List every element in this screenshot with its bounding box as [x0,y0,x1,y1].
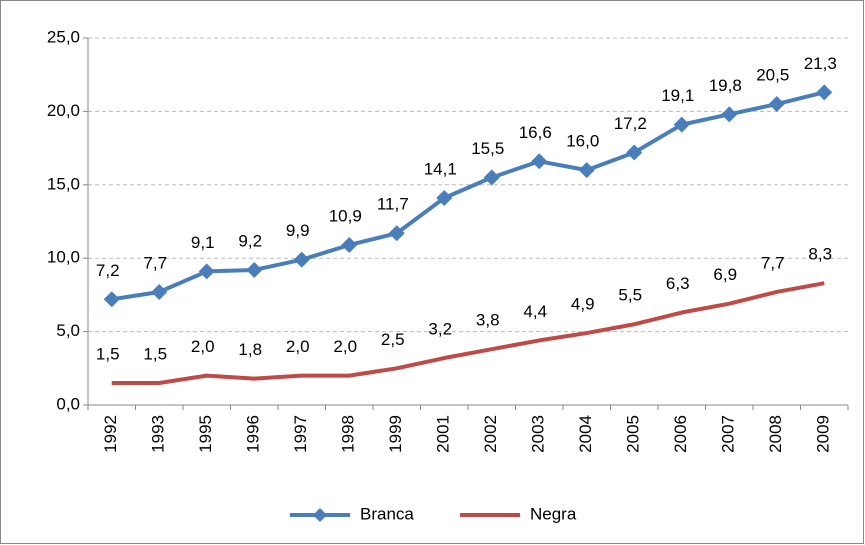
marker [673,116,690,133]
data-label: 2,0 [286,337,310,356]
data-label: 3,8 [476,311,500,330]
marker [531,153,548,170]
data-label: 4,9 [571,295,595,314]
marker [578,162,595,179]
data-label: 21,3 [804,54,837,73]
data-label: 1,5 [96,344,120,363]
x-tick-label: 1999 [386,415,405,453]
data-label: 1,5 [143,344,167,363]
data-label: 1,8 [238,340,262,359]
x-tick-label: 2009 [814,415,833,453]
x-tick-label: 2002 [481,415,500,453]
x-tick-label: 2005 [624,415,643,453]
x-tick-label: 2008 [766,415,785,453]
data-label: 19,8 [709,76,742,95]
x-tick-label: 2004 [576,415,595,453]
marker [341,236,358,253]
y-tick-label: 20,0 [47,101,80,120]
x-tick-label: 1995 [196,415,215,453]
series-line [111,281,825,385]
data-label: 5,5 [618,286,642,305]
x-tick-label: 1998 [339,415,358,453]
marker [626,144,643,161]
marker [483,169,500,186]
data-label: 2,0 [191,337,215,356]
data-label: 7,7 [143,253,167,272]
data-label: 9,9 [286,221,310,240]
data-label: 6,3 [666,274,690,293]
data-label: 16,0 [566,132,599,151]
data-label: 15,5 [471,139,504,158]
marker [103,291,120,308]
x-tick-label: 1993 [149,415,168,453]
data-label: 9,1 [191,233,215,252]
data-label: 7,2 [96,261,120,280]
data-label: 7,7 [761,253,785,272]
marker [768,96,785,113]
marker [151,283,168,300]
data-label: 2,5 [381,330,405,349]
data-label: 17,2 [614,114,647,133]
marker [198,263,215,280]
marker [388,225,405,242]
x-tick-label: 1992 [101,415,120,453]
data-label: 6,9 [713,265,737,284]
data-label: 3,2 [428,320,452,339]
x-tick-label: 1997 [291,415,310,453]
series-line [111,90,825,302]
x-tick-label: 2006 [671,415,690,453]
legend-label: Negra [530,504,577,523]
y-tick-label: 0,0 [56,394,80,413]
x-tick-label: 1996 [244,415,263,453]
x-tick-label: 2007 [719,415,738,453]
legend-label: Branca [360,504,414,523]
data-label: 4,4 [523,302,547,321]
legend-marker [313,508,327,522]
data-label: 8,3 [808,245,832,264]
data-label: 11,7 [377,195,409,214]
y-tick-label: 5,0 [56,321,80,340]
y-tick-label: 10,0 [47,248,80,267]
marker [721,106,738,123]
marker [246,261,263,278]
data-label: 2,0 [333,337,357,356]
data-label: 14,1 [424,159,457,178]
data-label: 10,9 [329,206,362,225]
y-tick-label: 15,0 [47,174,80,193]
x-tick-label: 2001 [434,415,453,453]
marker [436,190,453,207]
marker [293,251,310,268]
data-label: 9,2 [238,231,262,250]
data-label: 19,1 [661,86,694,105]
x-tick-label: 2003 [529,415,548,453]
y-tick-label: 25,0 [47,27,80,46]
marker [816,84,833,101]
data-label: 20,5 [756,66,789,85]
data-label: 16,6 [519,123,552,142]
